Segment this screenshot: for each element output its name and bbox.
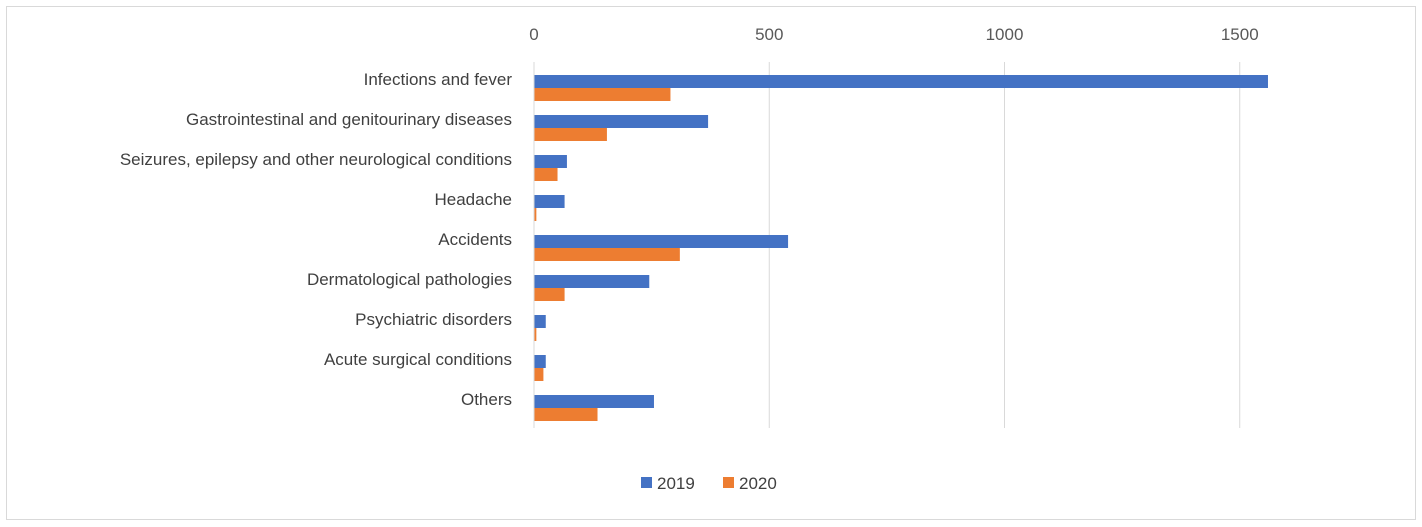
- bar-2020: [534, 408, 598, 421]
- legend-label: 2020: [739, 474, 777, 493]
- legend-swatch-2019: [641, 477, 652, 488]
- legend: 2019 2020: [641, 474, 777, 493]
- bar-2020: [534, 168, 558, 181]
- category-label: Psychiatric disorders: [355, 310, 512, 329]
- category-label: Infections and fever: [364, 70, 513, 89]
- legend-swatch-2020: [723, 477, 734, 488]
- bars: [534, 75, 1268, 421]
- bar-2020: [534, 128, 607, 141]
- bar-2020: [534, 288, 565, 301]
- gridlines: [768, 62, 1241, 428]
- bar-2019: [534, 155, 567, 168]
- category-label: Headache: [434, 190, 512, 209]
- bar-2019: [534, 395, 654, 408]
- bar-2019: [534, 235, 789, 248]
- legend-label: 2019: [657, 474, 695, 493]
- x-tick-label: 0: [529, 25, 538, 44]
- x-tick-label: 500: [755, 25, 783, 44]
- bar-2020: [534, 208, 537, 221]
- x-tick-label: 1000: [986, 25, 1024, 44]
- bar-2019: [534, 355, 546, 368]
- category-labels: Infections and fever Gastrointestinal and…: [120, 70, 513, 409]
- bar-2019: [534, 195, 565, 208]
- category-label: Gastrointestinal and genitourinary disea…: [186, 110, 512, 129]
- bar-2019: [534, 75, 1268, 88]
- category-label: Dermatological pathologies: [307, 270, 512, 289]
- x-tick-label: 1500: [1221, 25, 1259, 44]
- category-label: Others: [461, 390, 512, 409]
- chart-frame: [6, 6, 1416, 520]
- bar-2019: [534, 115, 709, 128]
- bar-2020: [534, 88, 671, 101]
- category-label: Accidents: [438, 230, 512, 249]
- category-label: Acute surgical conditions: [324, 350, 512, 369]
- bar-2019: [534, 275, 650, 288]
- bar-2020: [534, 328, 537, 341]
- bar-2020: [534, 368, 544, 381]
- category-label: Seizures, epilepsy and other neurologica…: [120, 150, 512, 169]
- bar-2019: [534, 315, 546, 328]
- bar-2020: [534, 248, 680, 261]
- x-axis-ticks: 0 500 1000 1500: [529, 25, 1258, 44]
